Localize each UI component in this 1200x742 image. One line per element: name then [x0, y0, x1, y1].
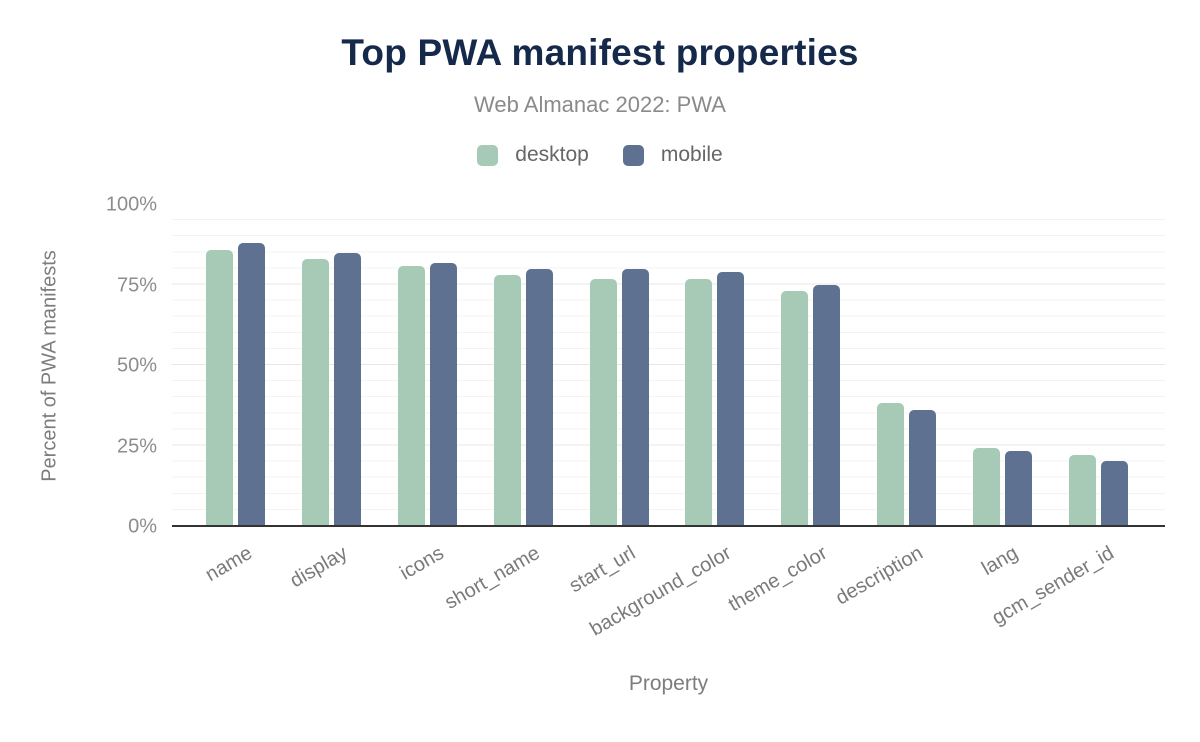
bar-desktop-short_name[interactable]	[493, 275, 521, 525]
x-axis-tick-display: display	[286, 542, 352, 593]
bar-mobile-background_color[interactable]	[717, 272, 745, 525]
bar-desktop-background_color[interactable]	[685, 278, 713, 525]
bar-mobile-display[interactable]	[334, 253, 362, 525]
bar-mobile-gcm_sender_id[interactable]	[1100, 461, 1128, 525]
x-axis-cell-description: description	[832, 539, 955, 629]
chart-subtitle: Web Almanac 2022: PWA	[474, 92, 726, 117]
plot-area	[172, 205, 1165, 527]
bar-desktop-lang[interactable]	[972, 448, 1000, 525]
x-axis-title: Property	[628, 672, 709, 695]
y-axis-tick-75: 75%	[116, 274, 157, 296]
x-axis-ticks: name display icons short_name start_url backg…	[188, 539, 1146, 641]
bar-group-start_url	[571, 205, 667, 525]
bar-group-display	[284, 205, 380, 525]
bar-group-background_color	[667, 205, 763, 525]
legend-swatch-desktop	[477, 144, 499, 166]
bar-group-description	[859, 205, 955, 525]
bar-mobile-icons[interactable]	[429, 262, 457, 525]
bar-desktop-name[interactable]	[206, 249, 234, 525]
bar-desktop-theme_color[interactable]	[781, 291, 809, 525]
bar-desktop-start_url[interactable]	[589, 278, 617, 525]
legend-item-desktop[interactable]: desktop	[477, 143, 589, 167]
x-axis-cell-gcm_sender_id: gcm_sender_id	[989, 539, 1146, 629]
x-axis-tick-name: name	[201, 542, 256, 587]
bar-desktop-gcm_sender_id[interactable]	[1068, 454, 1096, 525]
bar-mobile-start_url[interactable]	[621, 269, 649, 525]
bar-mobile-theme_color[interactable]	[813, 285, 841, 525]
legend-swatch-mobile	[622, 144, 644, 166]
x-axis-cell-name: name	[188, 539, 284, 629]
y-axis-tick-25: 25%	[116, 435, 157, 457]
bar-mobile-lang[interactable]	[1004, 451, 1032, 525]
legend: desktop mobile	[0, 143, 1200, 167]
bar-mobile-name[interactable]	[238, 243, 266, 525]
y-axis-tick-50: 50%	[116, 354, 157, 377]
bar-group-lang	[954, 205, 1050, 525]
bars	[188, 205, 1146, 525]
bar-group-gcm_sender_id	[1050, 205, 1146, 525]
legend-label-desktop: desktop	[515, 143, 589, 166]
x-axis-cell-short_name: short_name	[441, 539, 571, 629]
bar-desktop-display[interactable]	[302, 259, 330, 525]
bar-mobile-short_name[interactable]	[525, 269, 553, 525]
chart-title: Top PWA manifest properties	[341, 32, 859, 73]
bar-desktop-icons[interactable]	[397, 265, 425, 525]
legend-label-mobile: mobile	[660, 143, 723, 166]
y-axis-ticks: 0% 25% 50% 75% 100%	[0, 194, 157, 538]
y-axis-tick-100: 100%	[105, 193, 157, 216]
bar-mobile-description[interactable]	[908, 409, 936, 525]
bar-group-short_name	[475, 205, 571, 525]
x-axis-tick-icons: icons	[396, 542, 448, 585]
y-axis-tick-0: 0%	[128, 515, 157, 538]
x-axis-tick-lang: lang	[978, 542, 1023, 580]
legend-item-mobile[interactable]: mobile	[622, 143, 723, 167]
bar-desktop-description[interactable]	[876, 403, 904, 525]
bar-group-theme_color	[763, 205, 859, 525]
x-axis-tick-start_url: start_url	[565, 542, 640, 598]
bar-group-icons	[380, 205, 476, 525]
bar-group-name	[188, 205, 284, 525]
y-axis-title: Percent of PWA manifests	[38, 250, 61, 482]
x-axis-cell-display: display	[284, 539, 380, 629]
